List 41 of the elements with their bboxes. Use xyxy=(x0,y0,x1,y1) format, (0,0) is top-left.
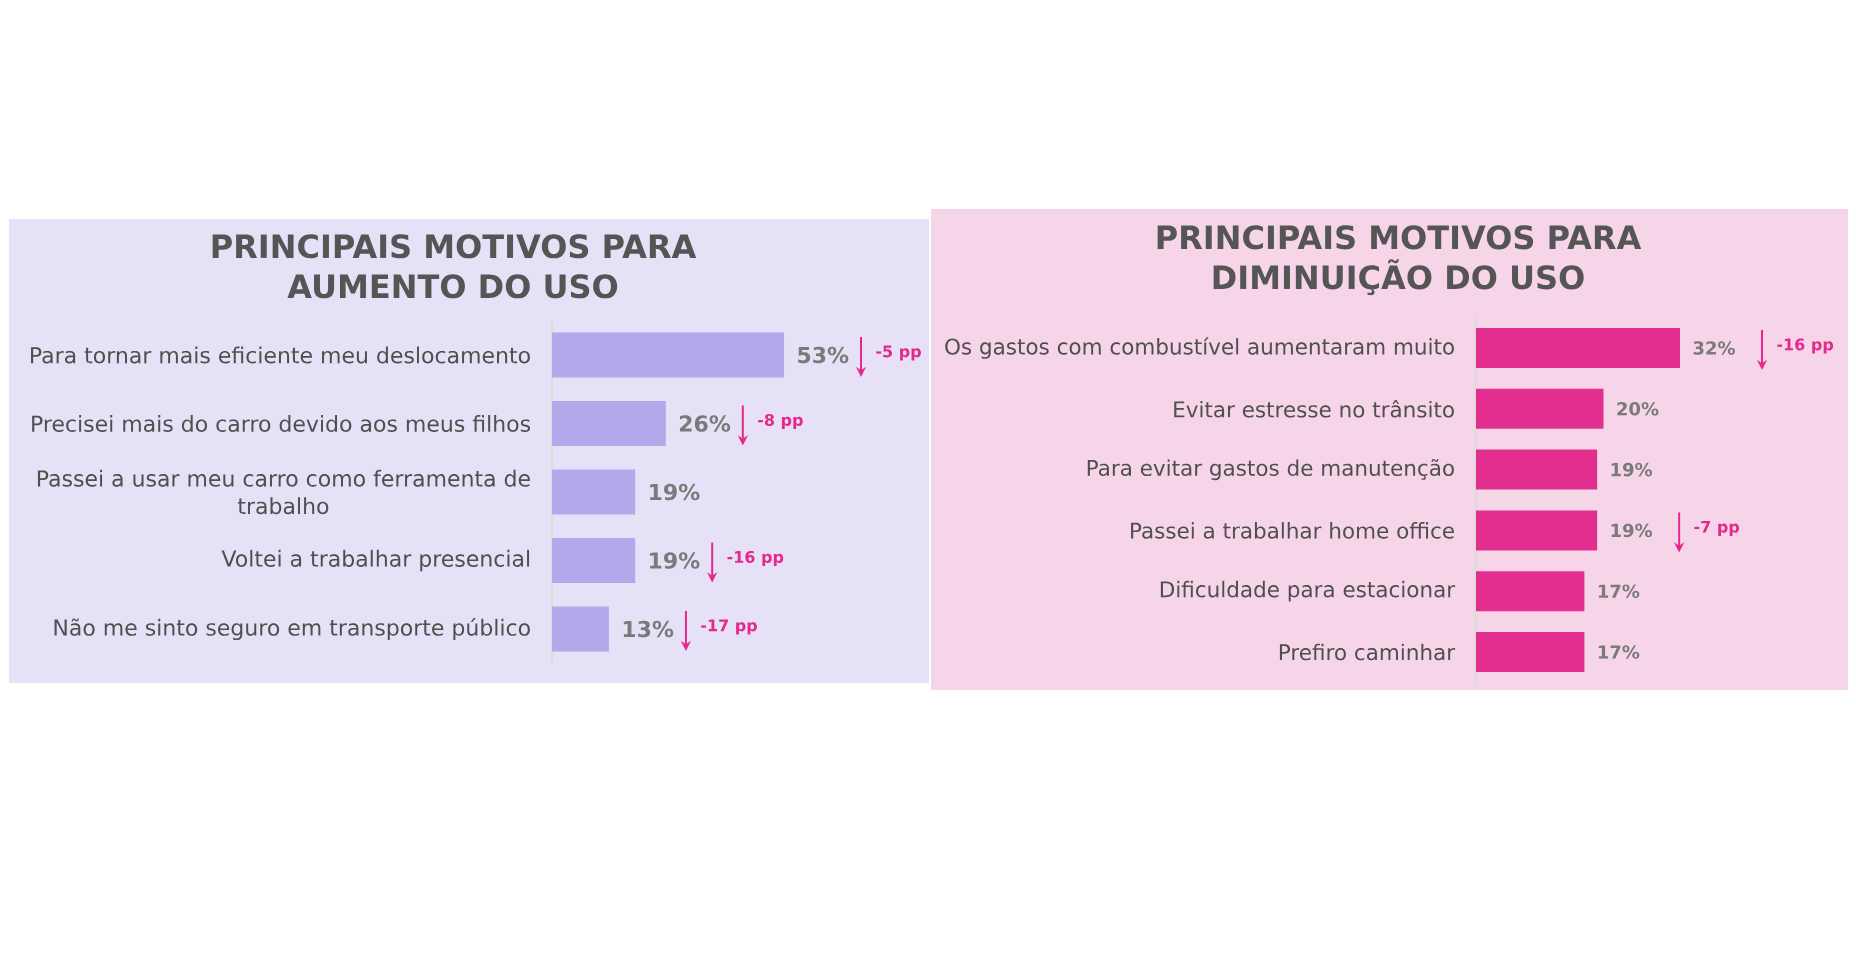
data-label: 17% xyxy=(1598,645,1640,659)
text: -5 pp xyxy=(876,345,921,361)
bar xyxy=(1476,510,1598,551)
chart-title: PRINCIPAIS MOTIVOS PARA AUMENTO DO USO xyxy=(212,234,697,299)
y-tick-label: Os gastos com combustível aumentaram muito xyxy=(945,337,1454,359)
bar xyxy=(552,538,636,583)
data-label: 20% xyxy=(1617,402,1659,416)
y-tick-label: Voltei a trabalhar presencial xyxy=(221,549,530,572)
bar xyxy=(1476,328,1681,369)
y-tick-label: Passei a trabalhar home office xyxy=(1131,522,1454,539)
y-tick-label: Passei a usar meu carro como ferramenta de trabalho xyxy=(37,469,530,515)
data-label: 53% xyxy=(798,346,849,364)
y-tick-label: Não me sinto seguro em transporte público xyxy=(54,617,530,641)
data-label: 17% xyxy=(1598,584,1640,599)
y-tick-label: Prefiro caminhar xyxy=(1279,643,1456,661)
bar xyxy=(1476,388,1604,429)
y-tick-label: Para tornar mais eficiente meu deslocamento xyxy=(31,346,530,364)
bar xyxy=(1476,632,1585,673)
text: -7 pp xyxy=(1694,520,1740,536)
bar xyxy=(552,606,609,652)
bar xyxy=(1476,571,1585,612)
y-tick-label: Evitar estresse no trânsito xyxy=(1174,400,1454,418)
annotation: -17 pp xyxy=(701,619,757,635)
data-label: 32% xyxy=(1693,341,1735,355)
data-label: 19% xyxy=(650,483,700,501)
data-label: 26% xyxy=(679,415,731,432)
text: -16 pp xyxy=(1777,338,1834,354)
y-tick-label: Para evitar gastos de manutenção xyxy=(1087,459,1454,481)
y-tick-label: Precisei mais do carro devido aos meus filhos xyxy=(32,414,531,433)
data-label: 19% xyxy=(650,552,700,569)
y-tick-label: Dificuldade para estacionar xyxy=(1160,580,1456,602)
bar xyxy=(552,332,785,378)
bar xyxy=(552,469,636,515)
bar xyxy=(552,401,666,446)
data-label: 13% xyxy=(623,620,674,638)
chart-title: PRINCIPAIS MOTIVOS PARA DIMINUIÇÃO DO USO xyxy=(1157,225,1642,296)
annotation: -16 pp xyxy=(727,550,784,567)
data-label: 19% xyxy=(1611,462,1653,477)
bar xyxy=(1476,449,1598,490)
annotation: -8 pp xyxy=(758,413,803,430)
data-label: 19% xyxy=(1611,523,1653,538)
